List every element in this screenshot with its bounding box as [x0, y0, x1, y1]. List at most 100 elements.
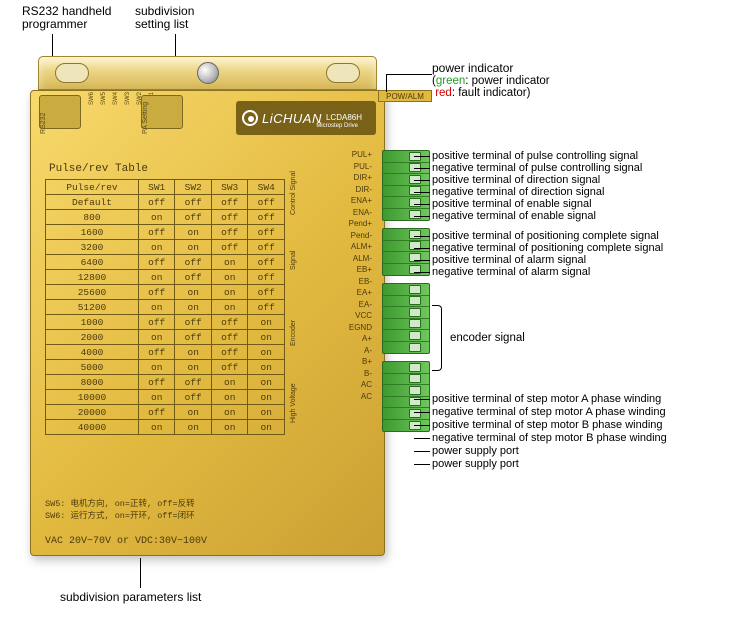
pin-name: A- [364, 346, 372, 355]
table-cell: on [175, 225, 212, 240]
table-cell: off [138, 375, 175, 390]
brand-text: LiCHUAN [262, 111, 322, 126]
power-green: (green: power indicator [432, 75, 550, 87]
terminal-slot [383, 362, 429, 374]
table-cell: off [248, 225, 285, 240]
table-row: 6400offoffonoff [46, 255, 285, 270]
table-row: 1000offoffoffon [46, 315, 285, 330]
model-text: LCDA86H [326, 113, 362, 122]
table-cell: Default [46, 195, 139, 210]
pin-name: ALM+ [351, 242, 372, 251]
table-cell: on [138, 330, 175, 345]
table-row: 20000offononon [46, 405, 285, 420]
terminal-slot [383, 296, 429, 308]
callout-line: negative terminal of direction signal [432, 186, 604, 198]
table-cell: 2000 [46, 330, 139, 345]
callout-line: negative terminal of pulse controlling s… [432, 162, 642, 174]
brace-icon [432, 305, 442, 371]
table-cell: off [248, 285, 285, 300]
callout-line: negative terminal of positioning complet… [432, 242, 663, 254]
table-cell: on [211, 390, 248, 405]
table-cell: off [211, 210, 248, 225]
table-cell: off [248, 210, 285, 225]
table-cell: on [211, 420, 248, 435]
table-cell: on [175, 405, 212, 420]
callout-line: positive terminal of direction signal [432, 174, 600, 186]
pin-name: DIR- [356, 185, 372, 194]
terminal-hv [382, 361, 430, 432]
table-cell: off [138, 405, 175, 420]
table-cell: 8000 [46, 375, 139, 390]
table-cell: on [138, 420, 175, 435]
terminal-slot [383, 264, 429, 276]
subdivision-params-label: subdivision parameters list [60, 590, 201, 604]
callout-line: positive terminal of step motor A phase … [432, 393, 661, 405]
table-cell: 800 [46, 210, 139, 225]
callout-line: power supply port [432, 458, 519, 470]
table-cell: on [248, 330, 285, 345]
table-cell: on [175, 420, 212, 435]
brand-panel: LiCHUAN LCDA86H Microstep Drive [236, 101, 376, 135]
rs232-text: RS232 [40, 113, 47, 134]
pin-row: DIR- [302, 184, 378, 196]
terminal-slot [383, 197, 429, 209]
table-cell: off [248, 270, 285, 285]
table-cell: off [211, 345, 248, 360]
mount-bar [38, 56, 377, 90]
table-cell: off [175, 315, 212, 330]
pin-row: ALM+ [302, 241, 378, 253]
table-cell: off [211, 330, 248, 345]
pin-name: EB+ [357, 265, 372, 274]
table-cell: on [138, 270, 175, 285]
table-cell: off [211, 360, 248, 375]
pin-row: AC [302, 379, 378, 391]
subdivision-setting-label: subdivision setting list [135, 5, 194, 31]
table-row: 4000offonoffon [46, 345, 285, 360]
pin-row: PUL- [302, 161, 378, 173]
table-cell: off [248, 300, 285, 315]
table-cell: 1000 [46, 315, 139, 330]
rs232-port: RS232 [39, 95, 81, 129]
table-row: 40000onononon [46, 420, 285, 435]
pin-row: EB+ [302, 264, 378, 276]
table-header: Pulse/rev [46, 180, 139, 195]
dip-switch-label: SW3 [125, 95, 131, 105]
table-cell: on [138, 390, 175, 405]
terminal-blocks [382, 100, 430, 439]
pin-name: AC [361, 380, 372, 389]
pin-row: VCC [302, 310, 378, 322]
mount-hole [55, 63, 89, 83]
leader-line [386, 74, 432, 75]
table-cell: on [248, 390, 285, 405]
table-cell: off [138, 225, 175, 240]
terminal-slot [383, 241, 429, 253]
pin-row: DIR+ [302, 172, 378, 184]
table-cell: on [248, 375, 285, 390]
callout-line: negative terminal of step motor B phase … [432, 432, 667, 444]
table-cell: on [248, 360, 285, 375]
pin-name: EA+ [357, 288, 372, 297]
terminal-slot [383, 307, 429, 319]
pin-name: EGND [349, 323, 372, 332]
table-cell: off [175, 195, 212, 210]
pin-row: PUL+ [302, 149, 378, 161]
table-cell: off [248, 255, 285, 270]
device-body: RS232 SW6SW5SW4SW3SW2SW1 PA Setting LiCH… [30, 90, 385, 556]
dip-switch-label: SW5 [101, 95, 107, 105]
terminal-slot [383, 209, 429, 221]
pin-row: ENA+ [302, 195, 378, 207]
pin-name: ENA+ [351, 196, 372, 205]
table-cell: on [211, 270, 248, 285]
table-cell: on [211, 300, 248, 315]
table-row: 2000onoffoffon [46, 330, 285, 345]
callout-line: negative terminal of alarm signal [432, 266, 590, 278]
pin-name: VCC [355, 311, 372, 320]
terminal-slot [383, 374, 429, 386]
pin-row: AC [302, 391, 378, 403]
table-header: SW3 [211, 180, 248, 195]
pin-name: ENA- [353, 208, 372, 217]
encoder-label: encoder signal [450, 332, 525, 344]
table-cell: off [248, 240, 285, 255]
table-row: 3200ononoffoff [46, 240, 285, 255]
pin-row: EA- [302, 299, 378, 311]
